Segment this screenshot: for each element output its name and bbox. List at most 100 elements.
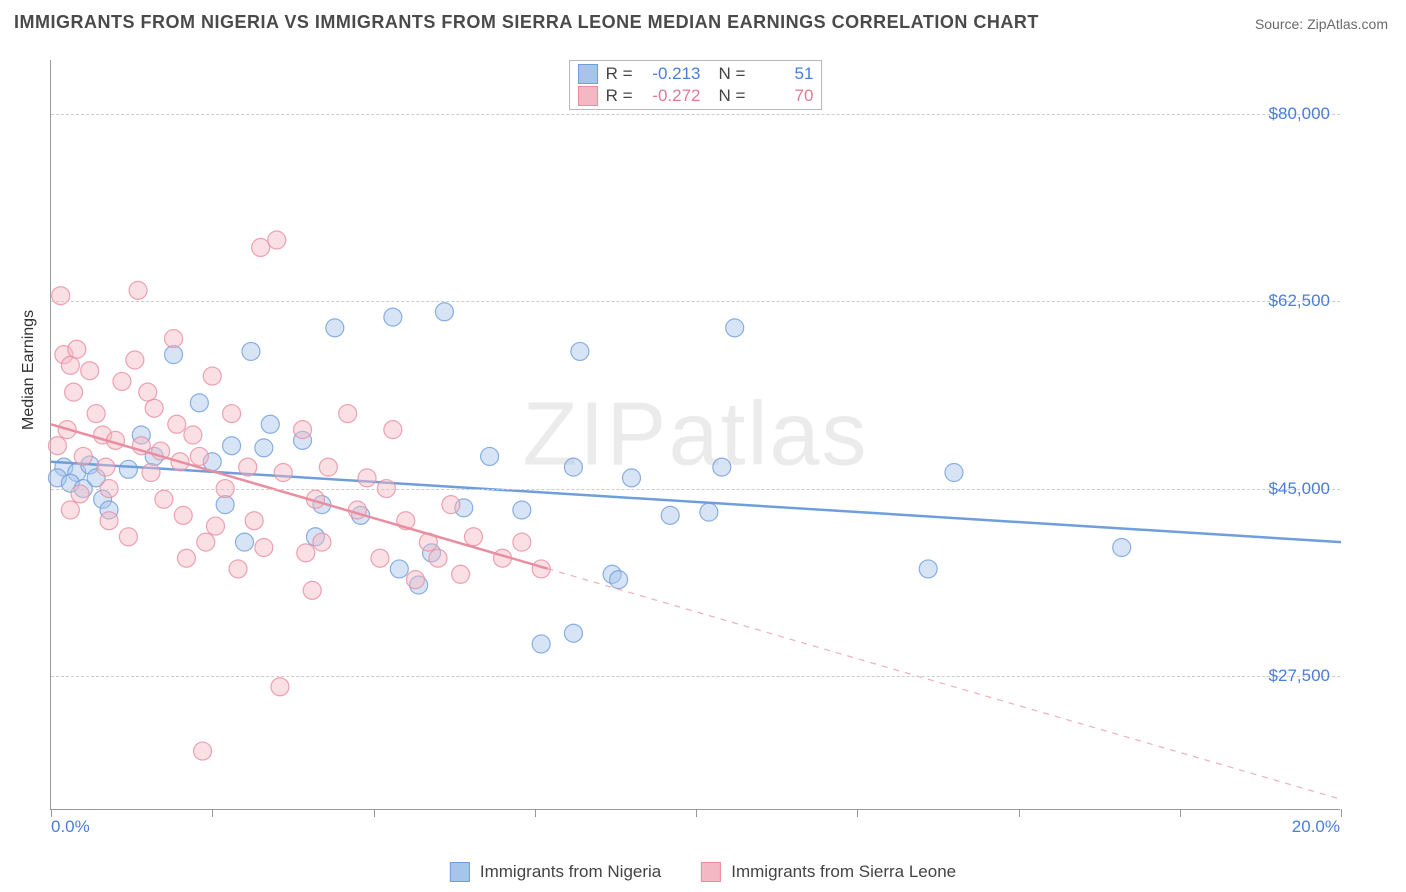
scatter-point: [610, 571, 628, 589]
y-axis-title: Median Earnings: [20, 310, 38, 430]
scatter-point: [919, 560, 937, 578]
scatter-point: [268, 231, 286, 249]
x-tick: [1341, 809, 1342, 817]
scatter-point: [571, 342, 589, 360]
scatter-point: [165, 346, 183, 364]
x-tick: [535, 809, 536, 817]
r-value: -0.213: [641, 64, 701, 84]
x-axis-max-label: 20.0%: [1292, 817, 1340, 837]
scatter-point: [261, 415, 279, 433]
scatter-point: [165, 330, 183, 348]
scatter-point: [223, 405, 241, 423]
scatter-point: [442, 496, 460, 514]
scatter-point: [513, 533, 531, 551]
stats-row: R = -0.213N = 51: [578, 63, 814, 85]
legend-swatch: [701, 862, 721, 882]
n-label: N =: [719, 86, 746, 106]
scatter-point: [384, 308, 402, 326]
x-tick: [51, 809, 52, 817]
scatter-point: [661, 506, 679, 524]
scatter-point: [239, 458, 257, 476]
x-tick: [1019, 809, 1020, 817]
scatter-point: [726, 319, 744, 337]
scatter-point: [945, 464, 963, 482]
scatter-point: [174, 506, 192, 524]
chart-svg: [51, 60, 1340, 809]
y-tick-label: $27,500: [1269, 666, 1330, 686]
scatter-point: [700, 503, 718, 521]
scatter-point: [326, 319, 344, 337]
scatter-point: [245, 512, 263, 530]
scatter-point: [242, 342, 260, 360]
scatter-point: [236, 533, 254, 551]
legend-item: Immigrants from Nigeria: [450, 862, 661, 882]
scatter-point: [252, 239, 270, 257]
scatter-point: [371, 549, 389, 567]
chart-title: IMMIGRANTS FROM NIGERIA VS IMMIGRANTS FR…: [14, 12, 1039, 33]
scatter-point: [87, 405, 105, 423]
scatter-point: [68, 340, 86, 358]
scatter-point: [139, 383, 157, 401]
scatter-point: [271, 678, 289, 696]
scatter-point: [339, 405, 357, 423]
scatter-point: [623, 469, 641, 487]
scatter-point: [532, 635, 550, 653]
r-value: -0.272: [641, 86, 701, 106]
source-attribution: Source: ZipAtlas.com: [1255, 16, 1388, 32]
scatter-point: [194, 742, 212, 760]
legend-swatch: [450, 862, 470, 882]
scatter-point: [390, 560, 408, 578]
scatter-point: [229, 560, 247, 578]
n-value: 70: [753, 86, 813, 106]
correlation-stats-box: R = -0.213N = 51R = -0.272 N = 70: [569, 60, 823, 110]
trend-line-dashed: [548, 569, 1341, 800]
x-tick: [857, 809, 858, 817]
y-tick-label: $45,000: [1269, 479, 1330, 499]
scatter-point: [303, 581, 321, 599]
scatter-point: [119, 460, 137, 478]
scatter-point: [358, 469, 376, 487]
r-label: R =: [606, 86, 633, 106]
scatter-point: [297, 544, 315, 562]
scatter-point: [74, 447, 92, 465]
scatter-point: [203, 367, 221, 385]
x-tick: [1180, 809, 1181, 817]
scatter-point: [142, 464, 160, 482]
y-tick-label: $80,000: [1269, 104, 1330, 124]
legend-label: Immigrants from Nigeria: [480, 862, 661, 882]
scatter-point: [294, 421, 312, 439]
scatter-point: [255, 539, 273, 557]
x-tick: [212, 809, 213, 817]
scatter-point: [564, 624, 582, 642]
scatter-point: [384, 421, 402, 439]
x-tick: [696, 809, 697, 817]
x-axis-min-label: 0.0%: [51, 817, 90, 837]
scatter-point: [319, 458, 337, 476]
n-value: 51: [753, 64, 813, 84]
plot-area: ZIPatlas $27,500$45,000$62,500$80,000 0.…: [50, 60, 1340, 810]
r-label: R =: [606, 64, 633, 84]
scatter-point: [190, 394, 208, 412]
series-swatch: [578, 86, 598, 106]
scatter-point: [1113, 539, 1131, 557]
scatter-point: [406, 571, 424, 589]
scatter-point: [119, 528, 137, 546]
scatter-point: [190, 447, 208, 465]
legend-item: Immigrants from Sierra Leone: [701, 862, 956, 882]
scatter-point: [429, 549, 447, 567]
scatter-point: [61, 501, 79, 519]
scatter-point: [177, 549, 195, 567]
scatter-point: [481, 447, 499, 465]
scatter-point: [129, 281, 147, 299]
scatter-point: [81, 362, 99, 380]
scatter-point: [452, 565, 470, 583]
scatter-point: [274, 464, 292, 482]
scatter-point: [97, 458, 115, 476]
scatter-point: [223, 437, 241, 455]
scatter-point: [155, 490, 173, 508]
scatter-point: [126, 351, 144, 369]
scatter-point: [313, 533, 331, 551]
scatter-point: [206, 517, 224, 535]
scatter-point: [255, 439, 273, 457]
stats-row: R = -0.272 N = 70: [578, 85, 814, 107]
